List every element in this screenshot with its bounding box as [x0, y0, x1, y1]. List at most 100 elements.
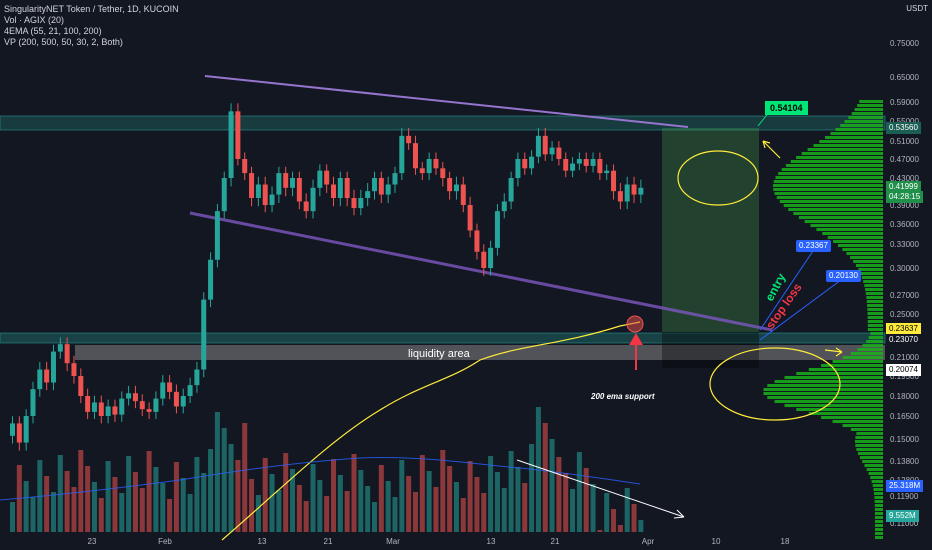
volume-bar: [351, 454, 357, 532]
volume-bar: [112, 477, 118, 532]
candle-body: [529, 156, 535, 169]
candle-body: [378, 178, 384, 195]
volume-bar: [290, 469, 296, 532]
candle-body: [71, 363, 77, 376]
volume-bar: [160, 483, 166, 532]
candle-body: [23, 416, 29, 443]
ema-indicator-label[interactable]: 4EMA (55, 21, 100, 200): [4, 26, 102, 36]
lower-trendline: [189, 211, 773, 332]
volume-bar: [139, 488, 145, 532]
price-tick-label: 0.15000: [890, 435, 919, 444]
price-tick-label: 0.75000: [890, 39, 919, 48]
volume-bar: [105, 461, 111, 532]
time-axis[interactable]: 23 Feb 13 21 Mar 13 21 Apr 10 18: [88, 537, 790, 546]
volume-bar: [283, 453, 289, 532]
volume-bar: [276, 490, 282, 532]
vp-bar: [868, 472, 883, 475]
vp-bar: [825, 136, 883, 139]
volume-bar: [50, 492, 56, 532]
vp-bar: [781, 168, 883, 171]
candle-body: [447, 178, 453, 192]
candle-body: [194, 369, 200, 386]
vp-bar: [842, 248, 883, 251]
vp-bar: [874, 528, 883, 531]
ema-support-label: 200 ema support: [590, 392, 655, 401]
candle-body: [392, 173, 398, 185]
vp-indicator-label[interactable]: VP (200, 500, 50, 30, 2, Both): [4, 37, 123, 47]
vp-bar: [856, 448, 883, 451]
volume-bar: [481, 493, 487, 532]
ema-support-arrow: [629, 333, 643, 370]
candle-body: [535, 135, 541, 157]
volume-trend-arrowhead: [673, 509, 685, 519]
volume-bar: [78, 450, 84, 532]
volume-bar: [406, 476, 412, 532]
vp-bar: [785, 164, 883, 167]
vp-bar: [832, 420, 883, 423]
volume-bar: [508, 451, 514, 532]
vp-bar: [874, 508, 883, 511]
vp-bar: [850, 428, 883, 431]
candle-body: [119, 398, 125, 415]
target-box: [662, 128, 759, 332]
volume-bar: [201, 473, 207, 532]
volume-bar: [474, 477, 480, 532]
vp-bar: [779, 200, 883, 203]
vp-bar: [774, 192, 883, 195]
candle-body: [624, 184, 630, 202]
date-tick-label: 23: [88, 537, 97, 546]
price-axis[interactable]: 0.75000 0.65000 0.59000 0.55000 0.51000 0.470…: [890, 39, 919, 528]
candle-body: [399, 135, 405, 174]
candle-body: [221, 178, 227, 212]
liquidity-area-label: liquidity area: [408, 348, 471, 360]
candle-body: [85, 396, 91, 412]
candle-body: [508, 178, 514, 202]
vp-bar: [867, 312, 883, 315]
candle-body: [331, 184, 337, 198]
vp-bar: [855, 444, 883, 447]
volume-bar: [583, 468, 589, 532]
candle-body: [576, 159, 582, 164]
price-tick-label: 0.55000: [890, 117, 919, 126]
vp-bar: [866, 300, 883, 303]
volume-bar: [453, 482, 459, 532]
ema-touch-marker: [626, 315, 644, 333]
volume-indicator-label[interactable]: Vol · AGIX (20): [4, 15, 65, 25]
candle-body: [344, 178, 350, 198]
entry-value-box: 0.23367: [796, 240, 831, 252]
candle-body: [180, 396, 186, 407]
vp-bar: [867, 320, 883, 323]
candle-body: [105, 406, 111, 416]
volume-bar: [91, 482, 97, 532]
candle-body: [276, 173, 282, 195]
vp-bar: [778, 172, 883, 175]
vp-bar: [833, 240, 883, 243]
target-price-tag: 0.54104: [765, 101, 808, 115]
volume-bar: [180, 478, 186, 532]
volume-bar: [30, 497, 36, 532]
volume-bar: [611, 509, 617, 532]
volume-bar: [221, 428, 227, 532]
symbol-title[interactable]: SingularityNET Token / Tether, 1D, KUCOI…: [4, 4, 179, 14]
vp-bar: [796, 408, 883, 411]
vp-bar: [842, 356, 883, 359]
volume-bar: [556, 457, 562, 532]
vp-bar: [850, 256, 883, 259]
price-tick-label: 0.43000: [890, 174, 919, 183]
candle-body: [167, 382, 173, 392]
candle-body: [112, 406, 118, 415]
volume-bar: [563, 473, 569, 532]
volume-bar: [228, 444, 234, 532]
vp-bar: [796, 156, 883, 159]
vp-bar: [850, 352, 883, 355]
vp-bar: [830, 132, 883, 135]
date-tick-label: 13: [487, 537, 496, 546]
vp-bar: [793, 212, 883, 215]
volume-bar: [85, 466, 91, 532]
candle-body: [563, 159, 569, 171]
candle-body: [481, 251, 487, 268]
price-tick-label: 0.18000: [890, 392, 919, 401]
vp-bar: [827, 236, 883, 239]
vp-bar: [773, 188, 883, 191]
